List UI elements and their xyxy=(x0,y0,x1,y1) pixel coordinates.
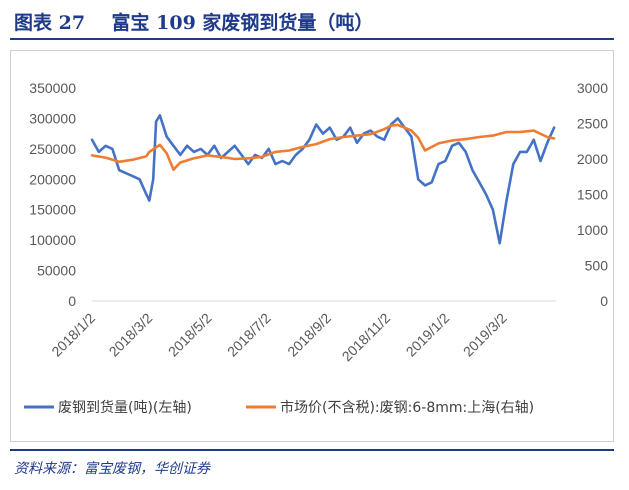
x-axis-tick-label: 2019/3/2 xyxy=(460,310,510,360)
left-axis-tick-label: 50000 xyxy=(37,263,76,279)
x-axis-tick-label: 2018/9/2 xyxy=(284,310,334,360)
right-axis-tick-label: 3000 xyxy=(577,80,608,96)
left-axis-tick-label: 250000 xyxy=(29,141,76,157)
right-axis-tick-label: 2500 xyxy=(577,116,608,132)
left-axis-tick-label: 350000 xyxy=(29,80,76,96)
x-axis-tick-label: 2019/1/2 xyxy=(403,310,453,360)
right-axis-tick-label: 0 xyxy=(600,293,608,309)
figure-title-text: 富宝 109 家废钢到货量（吨） xyxy=(111,12,374,34)
series-line-price xyxy=(90,123,556,171)
left-axis-tick-label: 0 xyxy=(68,293,76,309)
left-axis-tick-label: 300000 xyxy=(29,110,76,126)
left-axis-tick-label: 150000 xyxy=(29,202,76,218)
source-rule xyxy=(10,449,614,451)
x-axis-tick-label: 2018/7/2 xyxy=(224,310,274,360)
series-line-arrivals xyxy=(90,114,556,245)
left-axis-tick-label: 100000 xyxy=(29,232,76,248)
chart-frame xyxy=(10,50,614,442)
right-axis-tick-label: 1500 xyxy=(577,187,608,203)
legend-price-label: 市场价(不含税):废钢:6-8mm:上海(右轴) xyxy=(280,399,534,416)
line-chart: 0 50000 100000 150000 200000 250000 300000 3500… xyxy=(24,80,609,416)
right-axis-tick-label: 2000 xyxy=(577,151,608,167)
figure-label: 图表 27 xyxy=(14,12,86,34)
right-axis-tick-label: 1000 xyxy=(577,222,608,238)
figure-title: 图表 27 富宝 109 家废钢到货量（吨） xyxy=(14,8,373,35)
x-axis-tick-label: 2018/11/2 xyxy=(339,310,394,365)
title-rule xyxy=(10,38,614,40)
x-axis-tick-label: 2018/5/2 xyxy=(165,310,215,360)
left-axis-tick-label: 200000 xyxy=(29,171,76,187)
x-axis-tick-label: 2018/1/2 xyxy=(48,310,98,360)
legend-arrivals-label: 废钢到货量(吨)(左轴) xyxy=(58,399,192,416)
right-axis-tick-label: 500 xyxy=(585,258,609,274)
source-note: 资料来源：富宝废钢，华创证券 xyxy=(14,461,210,477)
x-axis-tick-label: 2018/3/2 xyxy=(106,310,156,360)
